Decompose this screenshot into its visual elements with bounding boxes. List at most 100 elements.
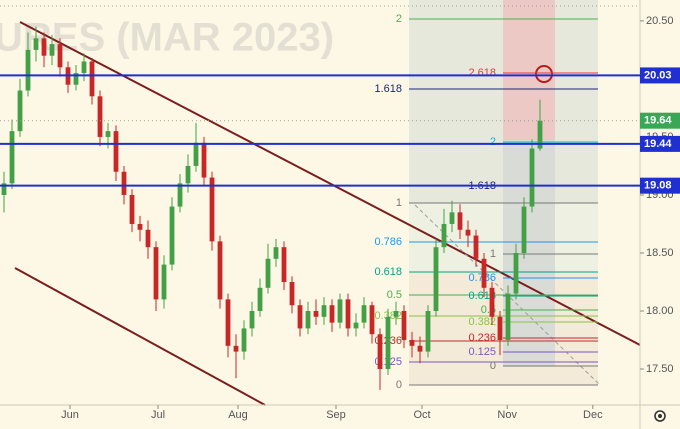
- candle-body: [441, 223, 447, 248]
- target-circle: [535, 65, 553, 83]
- candle-body: [145, 229, 151, 248]
- x-tick-label: Dec: [583, 409, 603, 421]
- candle-body: [513, 252, 519, 294]
- candle-body: [81, 61, 87, 74]
- candle-body: [265, 258, 271, 288]
- x-tick-label: Jun: [61, 409, 79, 421]
- candle-body: [209, 177, 215, 242]
- candle-body: [489, 287, 495, 317]
- candle-body: [177, 183, 183, 207]
- candle-body: [377, 334, 383, 370]
- level-tag: [640, 135, 680, 152]
- x-tick-label: Nov: [497, 409, 517, 421]
- candle-body: [257, 287, 263, 312]
- candle-body: [17, 90, 23, 132]
- candle-body: [25, 49, 31, 91]
- candle-body: [305, 311, 311, 329]
- settings-icon[interactable]: [654, 410, 666, 422]
- candle-body: [481, 258, 487, 288]
- candle-body: [401, 311, 407, 341]
- candle-body: [33, 38, 39, 50]
- candle-body: [97, 96, 103, 137]
- level-tag: [640, 177, 680, 194]
- fib-label: 0: [490, 360, 496, 372]
- candle-body: [169, 206, 175, 265]
- candle-body: [369, 305, 375, 335]
- candle-body: [201, 142, 207, 178]
- fib-label: 0: [396, 379, 402, 391]
- x-tick-label: Oct: [413, 409, 430, 421]
- fib-label: 0.382: [468, 316, 496, 328]
- candle-body: [113, 131, 119, 172]
- candle-body: [449, 212, 455, 224]
- fib-label: 2.618: [468, 67, 496, 79]
- candle-body: [121, 171, 127, 195]
- fib-label: 0.618: [374, 266, 402, 278]
- fib-label: 2: [490, 136, 496, 148]
- trend-line: [14, 267, 266, 406]
- candle-body: [321, 305, 327, 317]
- candle-body: [505, 293, 511, 341]
- candle-body: [161, 264, 167, 300]
- candle-body: [393, 311, 399, 317]
- level-label: 19.44: [644, 138, 672, 150]
- candle-body: [273, 247, 279, 259]
- candle-body: [473, 235, 479, 259]
- fib-background: [409, 0, 598, 385]
- candle-body: [49, 44, 55, 56]
- candle-body: [537, 120, 543, 149]
- candle-body: [465, 229, 471, 236]
- candle-body: [281, 247, 287, 282]
- x-tick-label: Jul: [151, 409, 165, 421]
- candle-body: [185, 165, 191, 184]
- candle-body: [225, 299, 231, 346]
- y-tick-label: 18.50: [646, 247, 674, 259]
- candle-body: [89, 61, 95, 97]
- y-tick-label: 20.50: [646, 15, 674, 27]
- y-tick-label: 18.00: [646, 305, 674, 317]
- x-tick-label: Aug: [228, 409, 248, 421]
- fib-label: 2: [396, 13, 402, 25]
- candle-body: [297, 305, 303, 329]
- candle-body: [57, 44, 63, 68]
- y-tick-label: 17.50: [646, 363, 674, 375]
- candle-body: [233, 345, 239, 352]
- candle-body: [345, 299, 351, 329]
- last-price-tag: [640, 112, 680, 129]
- level-tag: [640, 67, 680, 84]
- x-tick-label: Sep: [326, 409, 346, 421]
- candle-body: [457, 212, 463, 230]
- candle-body: [353, 322, 359, 329]
- candle-body: [41, 38, 47, 56]
- candle-body: [433, 247, 439, 312]
- fib-label: 0.786: [374, 236, 402, 248]
- candle-body: [529, 148, 535, 207]
- gear: [654, 410, 666, 422]
- fib-label: 1.618: [374, 83, 402, 95]
- fib-label: 1: [396, 197, 402, 209]
- fib-label: 0.5: [387, 289, 402, 301]
- fib-label: 0.125: [468, 346, 496, 358]
- candle-body: [313, 311, 319, 317]
- level-label: 19.08: [644, 180, 672, 192]
- candle-body: [217, 241, 223, 300]
- gear-center: [658, 414, 662, 418]
- candle-body: [497, 316, 503, 341]
- fib-label: 0.236: [468, 332, 496, 344]
- candle-body: [1, 183, 7, 195]
- candle-body: [329, 305, 335, 323]
- candle-body: [73, 73, 79, 85]
- candle-body: [137, 223, 143, 230]
- candle-body: [241, 328, 247, 352]
- candle-body: [417, 345, 423, 352]
- fib-label: 0.618: [468, 290, 496, 302]
- candle-body: [249, 311, 255, 329]
- candle-body: [289, 281, 295, 306]
- candle-body: [153, 247, 159, 300]
- last-price-label: 19.64: [644, 115, 672, 127]
- candle-body: [9, 131, 15, 184]
- fib-label: 1: [490, 248, 496, 260]
- candle-body: [521, 206, 527, 253]
- candle-body: [129, 194, 135, 224]
